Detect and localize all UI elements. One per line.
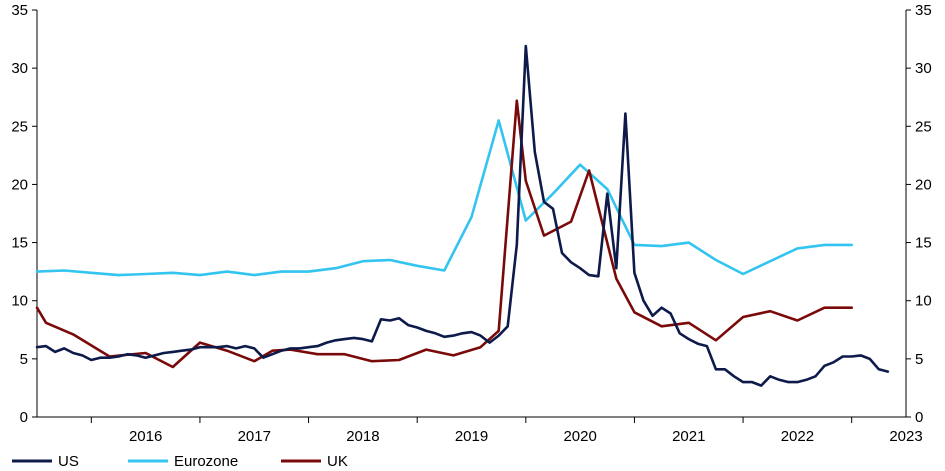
legend-label-uk: UK bbox=[327, 453, 348, 470]
y-right-tick-label: 5 bbox=[915, 351, 923, 368]
y-right-tick-label: 0 bbox=[915, 409, 923, 426]
x-tick-label: 2018 bbox=[346, 428, 379, 445]
axes bbox=[36, 10, 907, 418]
y-left-tick-label: 30 bbox=[11, 60, 28, 77]
legend-label-eurozone: Eurozone bbox=[174, 453, 238, 470]
y-left-tick-label: 25 bbox=[11, 118, 28, 135]
y-right-tick-label: 25 bbox=[915, 118, 932, 135]
y-left-tick-label: 20 bbox=[11, 176, 28, 193]
x-tick-label: 2022 bbox=[781, 428, 814, 445]
series-line-uk bbox=[35, 99, 854, 369]
y-right-tick-label: 10 bbox=[915, 293, 932, 310]
series-line-eurozone bbox=[35, 119, 854, 277]
y-left-tick-label: 15 bbox=[11, 235, 28, 252]
y-left-tick-label: 5 bbox=[20, 351, 28, 368]
y-left-tick-label: 0 bbox=[20, 409, 28, 426]
series-lines bbox=[35, 44, 890, 387]
legend: US Eurozone UK bbox=[12, 453, 348, 470]
y-right-tick-label: 35 bbox=[915, 2, 932, 19]
y-right-tick-label: 15 bbox=[915, 235, 932, 252]
y-left-tick-label: 10 bbox=[11, 293, 28, 310]
y-left-tick-label: 35 bbox=[11, 2, 28, 19]
y-right-tick-label: 20 bbox=[915, 176, 932, 193]
y-axis-left-ticks: 0 5 10 15 20 25 30 35 bbox=[11, 2, 37, 426]
x-tick-label: 2023 bbox=[889, 428, 922, 445]
y-right-tick-label: 30 bbox=[915, 60, 932, 77]
series-line-us bbox=[35, 44, 890, 387]
legend-label-us: US bbox=[58, 453, 79, 470]
x-tick-label: 2017 bbox=[238, 428, 271, 445]
x-axis-ticks: 2016 2017 2018 2019 2020 2021 2022 2023 bbox=[90, 417, 923, 445]
x-tick-label: 2019 bbox=[455, 428, 488, 445]
x-tick-label: 2016 bbox=[129, 428, 162, 445]
x-tick-label: 2020 bbox=[563, 428, 596, 445]
y-axis-right-ticks: 0 5 10 15 20 25 30 35 bbox=[906, 2, 932, 426]
x-tick-label: 2021 bbox=[672, 428, 705, 445]
